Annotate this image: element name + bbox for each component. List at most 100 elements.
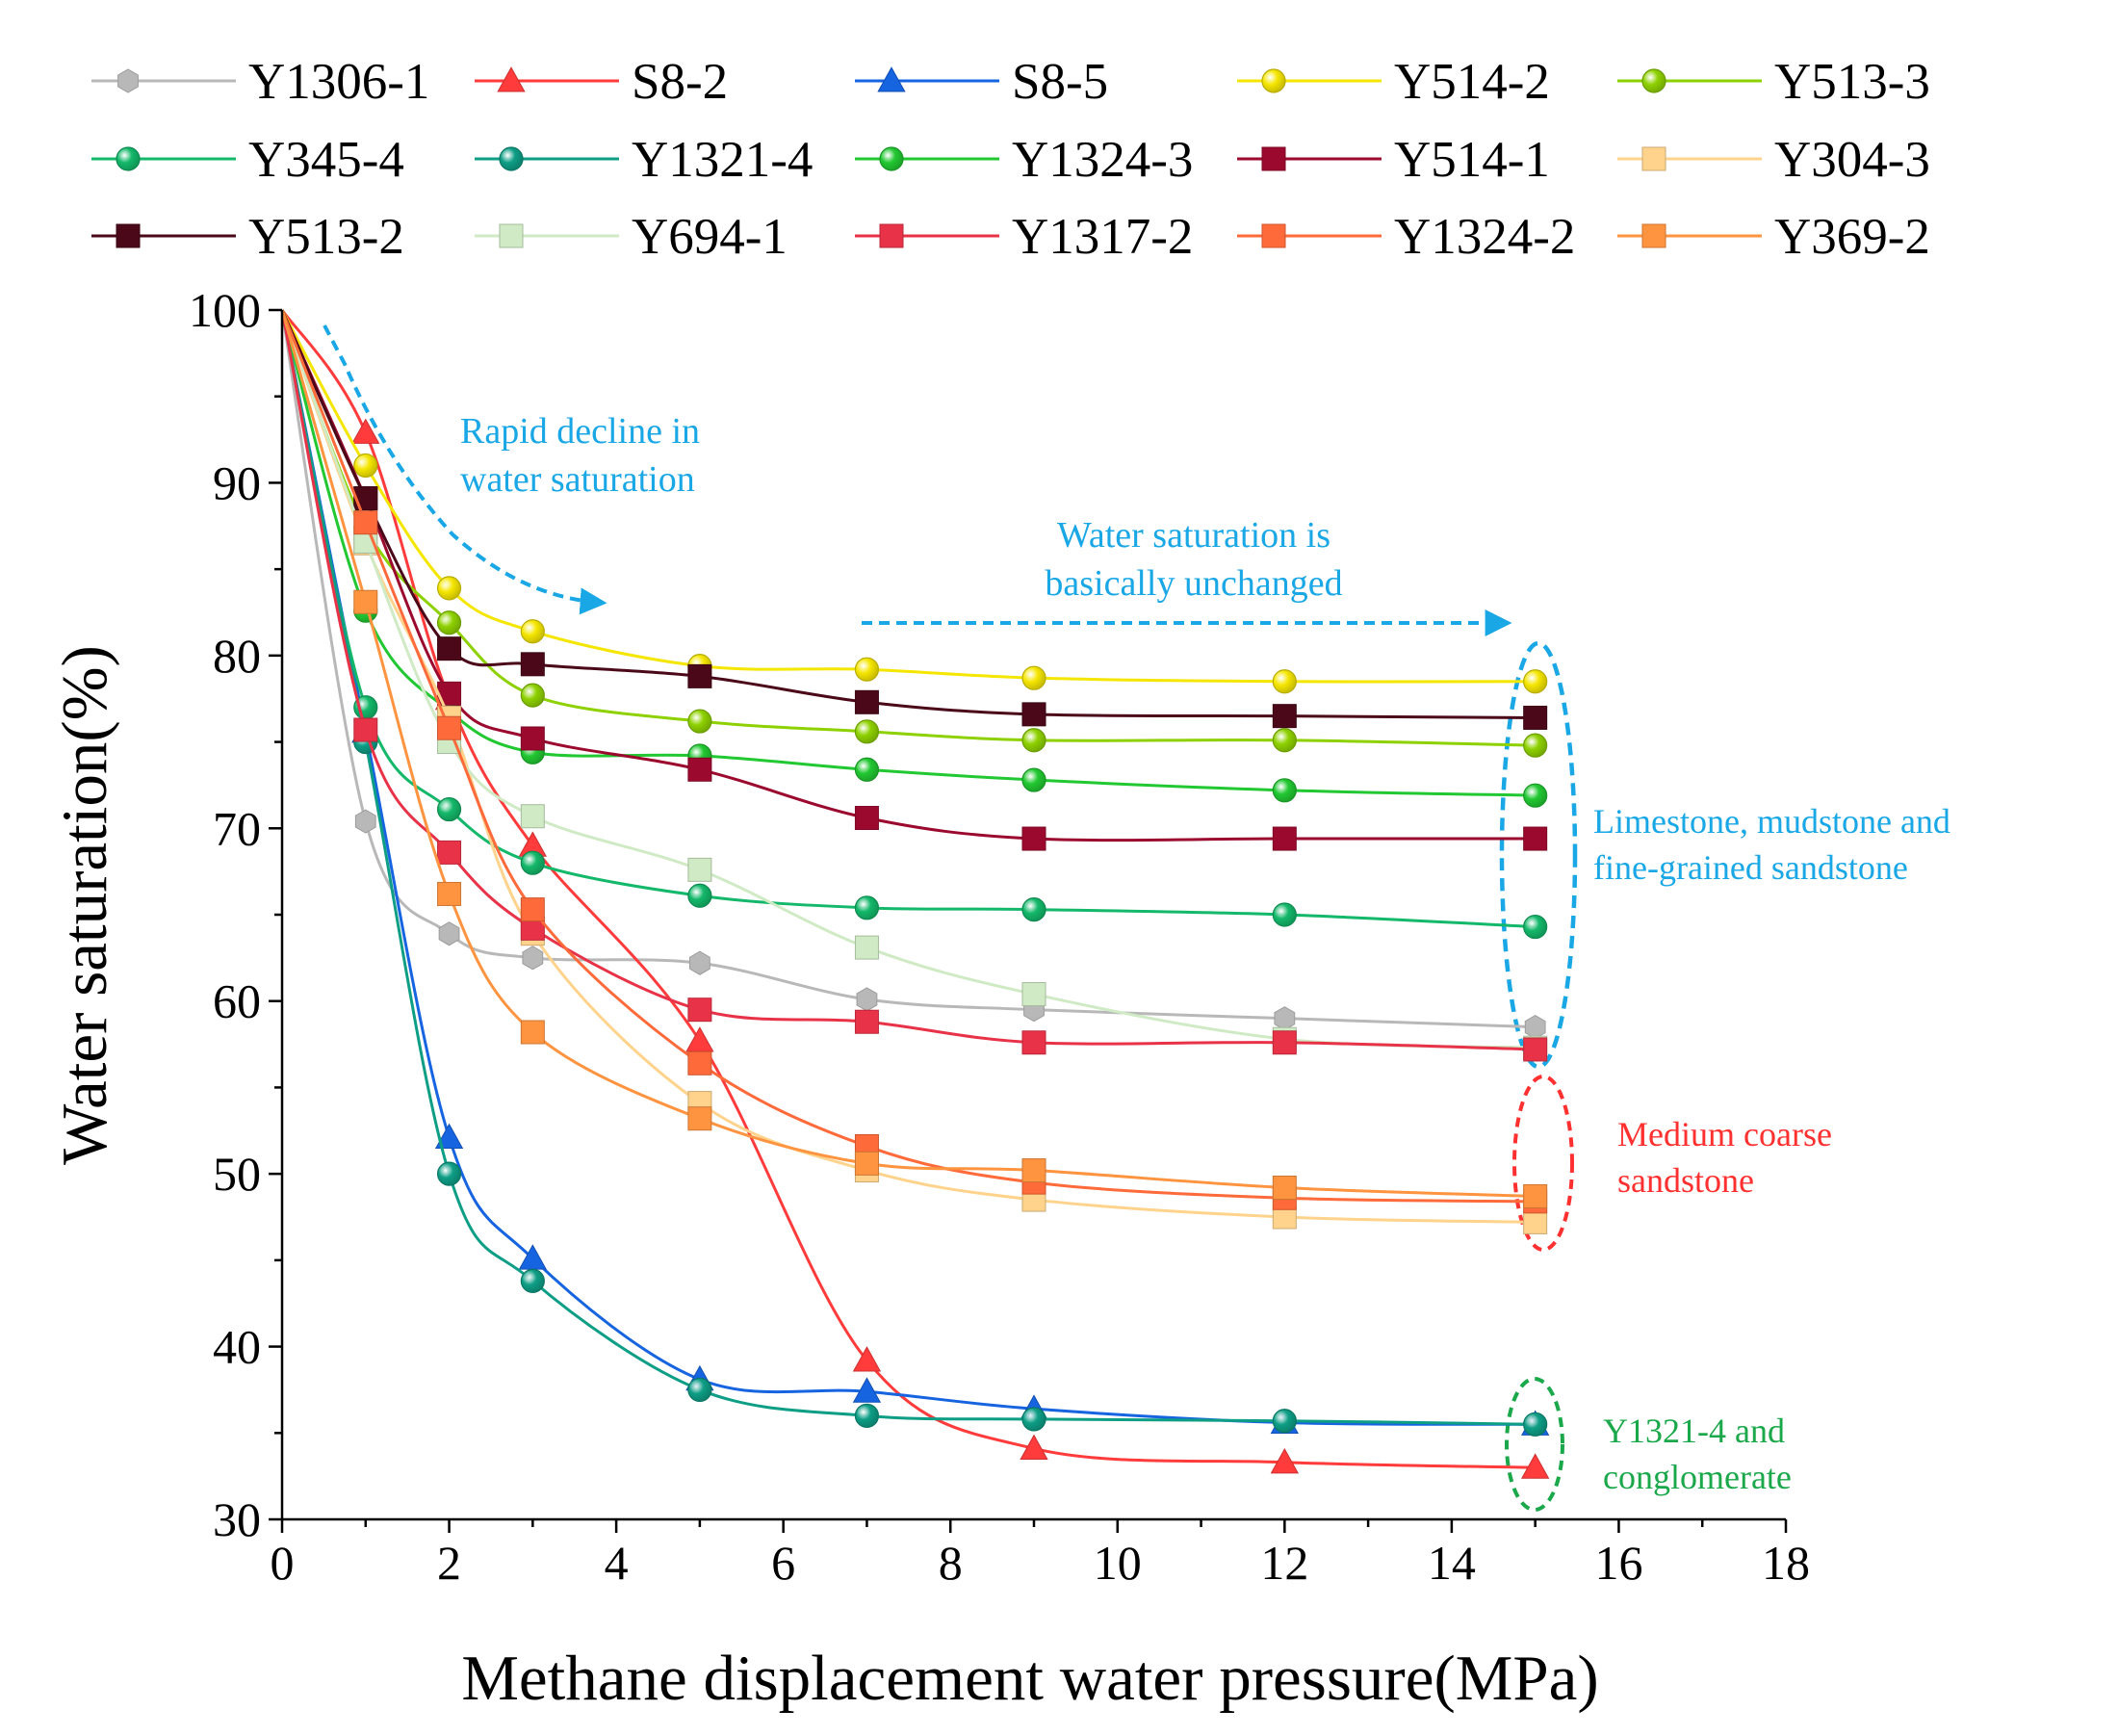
legend-item-s8-5: S8-5 [855,54,1108,110]
x-tick-label: 2 [437,1536,461,1590]
limestone-ellipse [1499,640,1578,1070]
annotation-shapes [323,324,1578,1512]
y-tick-label: 50 [213,1147,261,1201]
data-point-y513-3 [854,719,880,744]
legend-marker [116,146,141,171]
series-line-y513-2 [280,309,1536,719]
data-point-y513-3 [436,610,462,635]
data-point-y513-2 [520,652,545,677]
annotation-line: fine-grained sandstone [1593,848,1908,887]
data-point-y514-2 [1523,669,1548,694]
data-point-s8-2 [1020,1434,1048,1460]
data-point-y514-2 [1272,669,1297,694]
data-point-y1317-2 [1021,1030,1046,1055]
legend-item-y1321-4: Y1321-4 [475,132,813,188]
series-y513-3 [280,309,1548,758]
legend-item-y514-2: Y514-2 [1237,54,1550,110]
x-axis-label: Methane displacement water pressure(MPa) [461,1643,1598,1714]
series-y1321-4 [280,309,1548,1437]
legend-label: S8-2 [632,54,728,110]
data-point-y1317-2 [687,998,712,1023]
data-point-s8-2 [351,418,380,444]
legend: Y1306-1 S8-2 S8-5 Y514-2 Y513-3 Y345-4 Y1321-4… [91,54,1930,265]
data-point-y1321-4 [520,1268,545,1293]
x-tick-label: 4 [605,1536,629,1590]
legend-item-y513-3: Y513-3 [1617,54,1930,110]
data-point-y694-1 [520,804,545,829]
data-point-y1317-2 [854,1009,879,1034]
data-point-y694-1 [854,935,879,960]
data-point-y1306-1 [438,921,460,946]
y-tick-label: 90 [213,455,261,509]
legend-label: Y694-1 [632,209,788,265]
data-point-y369-2 [437,881,462,906]
legend-marker [499,223,524,248]
annotation-limestone: Limestone, mudstone and fine-grained sand… [1593,802,1950,887]
data-point-s8-2 [1521,1453,1550,1479]
legend-label: Y514-2 [1394,54,1550,110]
data-point-y1321-4 [1523,1412,1548,1437]
data-point-y513-2 [1272,704,1297,729]
data-point-y513-2 [1523,705,1548,730]
data-point-y345-4 [436,796,462,822]
data-point-y1306-1 [1524,1015,1546,1040]
data-point-y513-2 [437,636,462,661]
legend-label: Y513-3 [1774,54,1930,110]
legend-marker [879,146,904,171]
legend-marker [1641,146,1666,171]
data-point-s8-5 [852,1377,882,1403]
legend-label: Y513-2 [248,209,404,265]
x-tick-label: 0 [271,1536,295,1590]
annotation-line: basically unchanged [1045,563,1342,604]
data-point-y369-2 [353,589,378,614]
data-point-y1321-4 [436,1161,462,1186]
legend-marker [877,66,906,92]
annotation-line: water saturation [460,459,695,500]
data-point-y514-1 [1021,826,1046,851]
x-tick-label: 10 [1094,1536,1142,1590]
legend-item-y1306-1: Y1306-1 [91,54,429,110]
data-point-y514-2 [854,657,880,682]
legend-marker [116,223,141,248]
x-tick-label: 18 [1762,1536,1810,1590]
x-tick-label: 12 [1260,1536,1308,1590]
data-point-y1321-4 [687,1377,712,1403]
data-point-y514-2 [520,619,545,644]
data-point-y514-1 [1272,826,1297,851]
data-point-y369-2 [520,1020,545,1045]
data-point-y369-2 [687,1106,712,1131]
series-y514-2 [280,309,1548,694]
legend-item-s8-2: S8-2 [475,54,728,110]
data-point-y1321-4 [1272,1409,1297,1434]
data-point-y1306-1 [354,809,376,834]
data-point-y514-1 [520,726,545,751]
data-point-y1317-2 [353,717,378,742]
data-point-y513-3 [1021,728,1046,753]
legend-item-y369-2: Y369-2 [1617,209,1930,265]
legend-item-y1317-2: Y1317-2 [855,209,1193,265]
legend-marker [1261,146,1286,171]
series-line-y1324-3 [280,309,1536,797]
legend-item-y1324-3: Y1324-3 [855,132,1193,188]
data-point-y514-1 [854,806,879,831]
legend-label: Y1324-3 [1012,132,1193,188]
legend-label: Y345-4 [248,132,404,188]
annotation-line: Rapid decline in [460,411,700,452]
legend-label: Y1317-2 [1012,209,1193,265]
medium-sandstone-ellipse [1512,1075,1574,1252]
data-point-y514-2 [353,453,378,479]
legend-item-y514-1: Y514-1 [1237,132,1550,188]
series-y513-2 [280,309,1548,730]
legend-label: Y1324-2 [1394,209,1575,265]
y-tick-label: 70 [213,801,261,855]
data-point-y1306-1 [522,946,544,971]
series-layer [280,309,1550,1479]
legend-marker [499,146,524,171]
data-point-y1324-3 [1272,778,1297,803]
series-y369-2 [280,309,1548,1208]
data-point-y513-2 [1021,702,1046,727]
data-point-y1306-1 [688,950,710,975]
data-point-y1324-2 [520,897,545,922]
data-point-s8-2 [1270,1447,1299,1474]
